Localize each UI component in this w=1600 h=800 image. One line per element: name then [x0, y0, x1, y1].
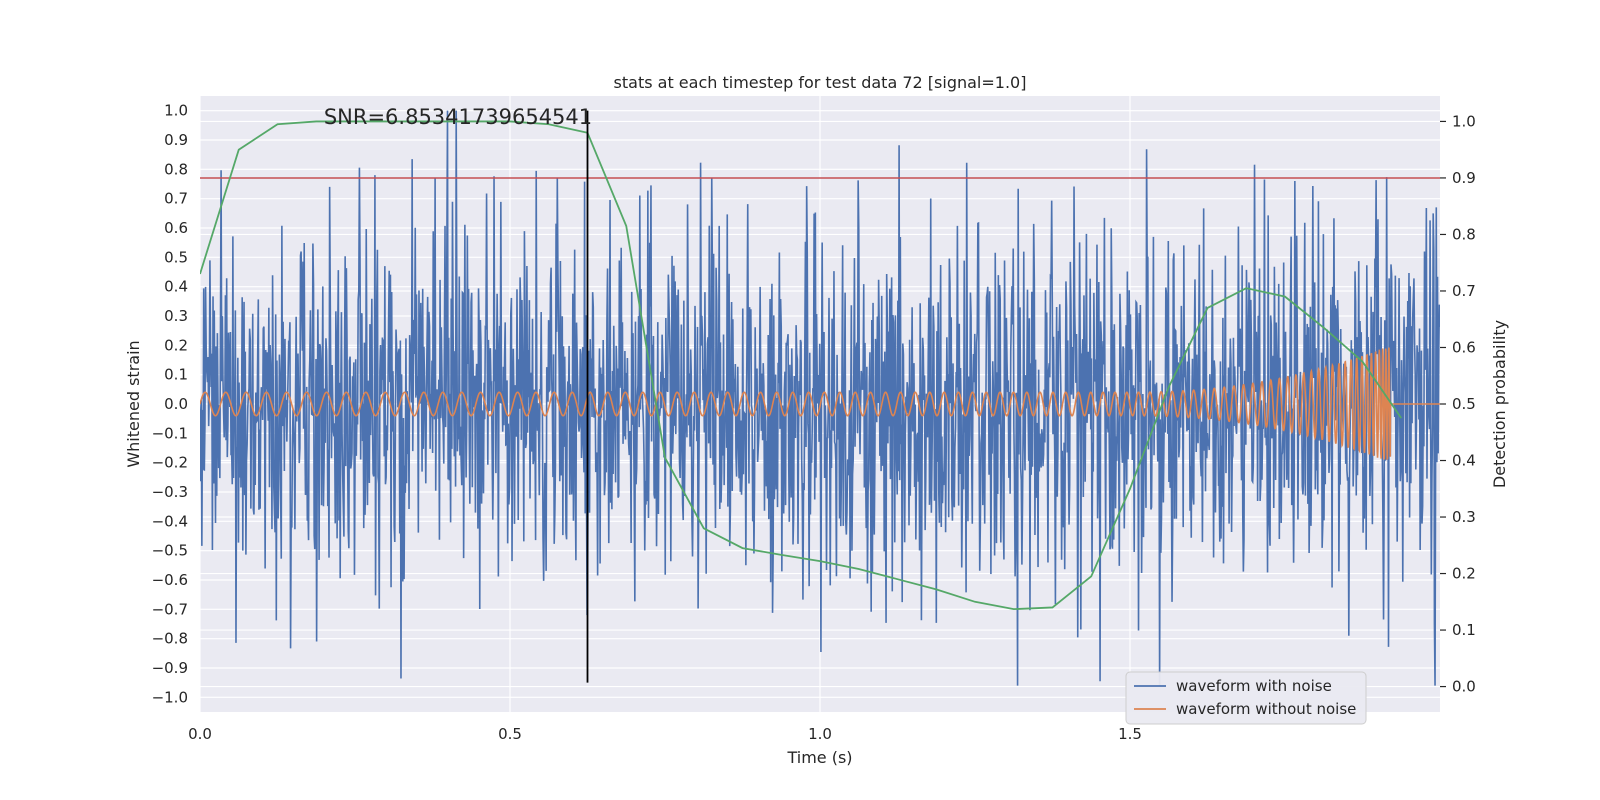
series-line-waveform-without-noise [200, 347, 1440, 461]
y-tick-label: −0.6 [152, 571, 188, 589]
y2-tick-label: 0.8 [1452, 225, 1476, 243]
y2-axis-label: Detection probability [1490, 320, 1509, 488]
y-tick-label: 1.0 [164, 102, 188, 120]
snr-annotation: SNR=6.85341739654541 [324, 105, 592, 129]
x-tick-label: 0.0 [188, 725, 212, 743]
y2-tick-label: 0.3 [1452, 508, 1476, 526]
y2-tick-label: 0.9 [1452, 169, 1476, 187]
x-tick-label: 1.0 [808, 725, 832, 743]
y2-tick-label: 0.2 [1452, 565, 1476, 583]
y-tick-label: −0.8 [152, 630, 188, 648]
y-tick-label: −0.4 [152, 512, 188, 530]
x-tick-label: 0.5 [498, 725, 522, 743]
y2-tick-label: 0.0 [1452, 678, 1476, 696]
series-line-waveform-with-noise [200, 110, 1440, 686]
x-axis-label: Time (s) [786, 748, 852, 767]
y-tick-label: −0.5 [152, 542, 188, 560]
y-tick-label: 0.7 [164, 190, 188, 208]
legend-box [1125, 671, 1367, 725]
series-layer [200, 110, 1440, 686]
y2-tick-label: 1.0 [1452, 112, 1476, 130]
y-tick-label: −0.7 [152, 600, 188, 618]
y-tick-label: −0.3 [152, 483, 188, 501]
y-tick-label: −1.0 [152, 688, 188, 706]
y-tick-label: 0.1 [164, 366, 188, 384]
chart-title: stats at each timestep for test data 72 … [614, 73, 1027, 92]
y-tick-label: 0.9 [164, 131, 188, 149]
y2-tick-label: 0.6 [1452, 338, 1476, 356]
y-tick-label: 0.0 [164, 395, 188, 413]
y-tick-label: 0.4 [164, 278, 188, 296]
legend-label-waveform-without-noise: waveform without noise [1176, 700, 1356, 718]
y2-tick-label: 0.5 [1452, 395, 1476, 413]
y-tick-label: −0.9 [152, 659, 188, 677]
y2-tick-label: 0.4 [1452, 452, 1476, 470]
y2-tick-label: 0.7 [1452, 282, 1476, 300]
y-axis-ticks: 1.0 0.9 0.8 0.7 0.6 0.5 0.4 0.3 0.2 0.1 0.0 −0.1 −0.… [152, 102, 188, 707]
y2-tick-label: 0.1 [1452, 621, 1476, 639]
y-tick-label: −0.1 [152, 424, 188, 442]
y-axis-label: Whitened strain [124, 340, 143, 467]
y-tick-label: 0.3 [164, 307, 188, 325]
x-axis-ticks: 0.0 0.5 1.0 1.5 [188, 725, 1142, 743]
y-tick-label: −0.2 [152, 454, 188, 472]
series-line-detection-probability [200, 120, 1402, 611]
y-tick-label: 0.5 [164, 248, 188, 266]
x-tick-label: 1.5 [1118, 725, 1142, 743]
y-tick-label: 0.2 [164, 336, 188, 354]
y-tick-label: 0.6 [164, 219, 188, 237]
legend-label-waveform-with-noise: waveform with noise [1176, 677, 1332, 695]
y2-axis-ticks: 1.0 0.9 0.8 0.7 0.6 0.5 0.4 0.3 0.2 0.1 0.0 [1440, 112, 1476, 696]
y-tick-label: 0.8 [164, 160, 188, 178]
legend: waveform with noise waveform without noi… [1125, 671, 1367, 725]
